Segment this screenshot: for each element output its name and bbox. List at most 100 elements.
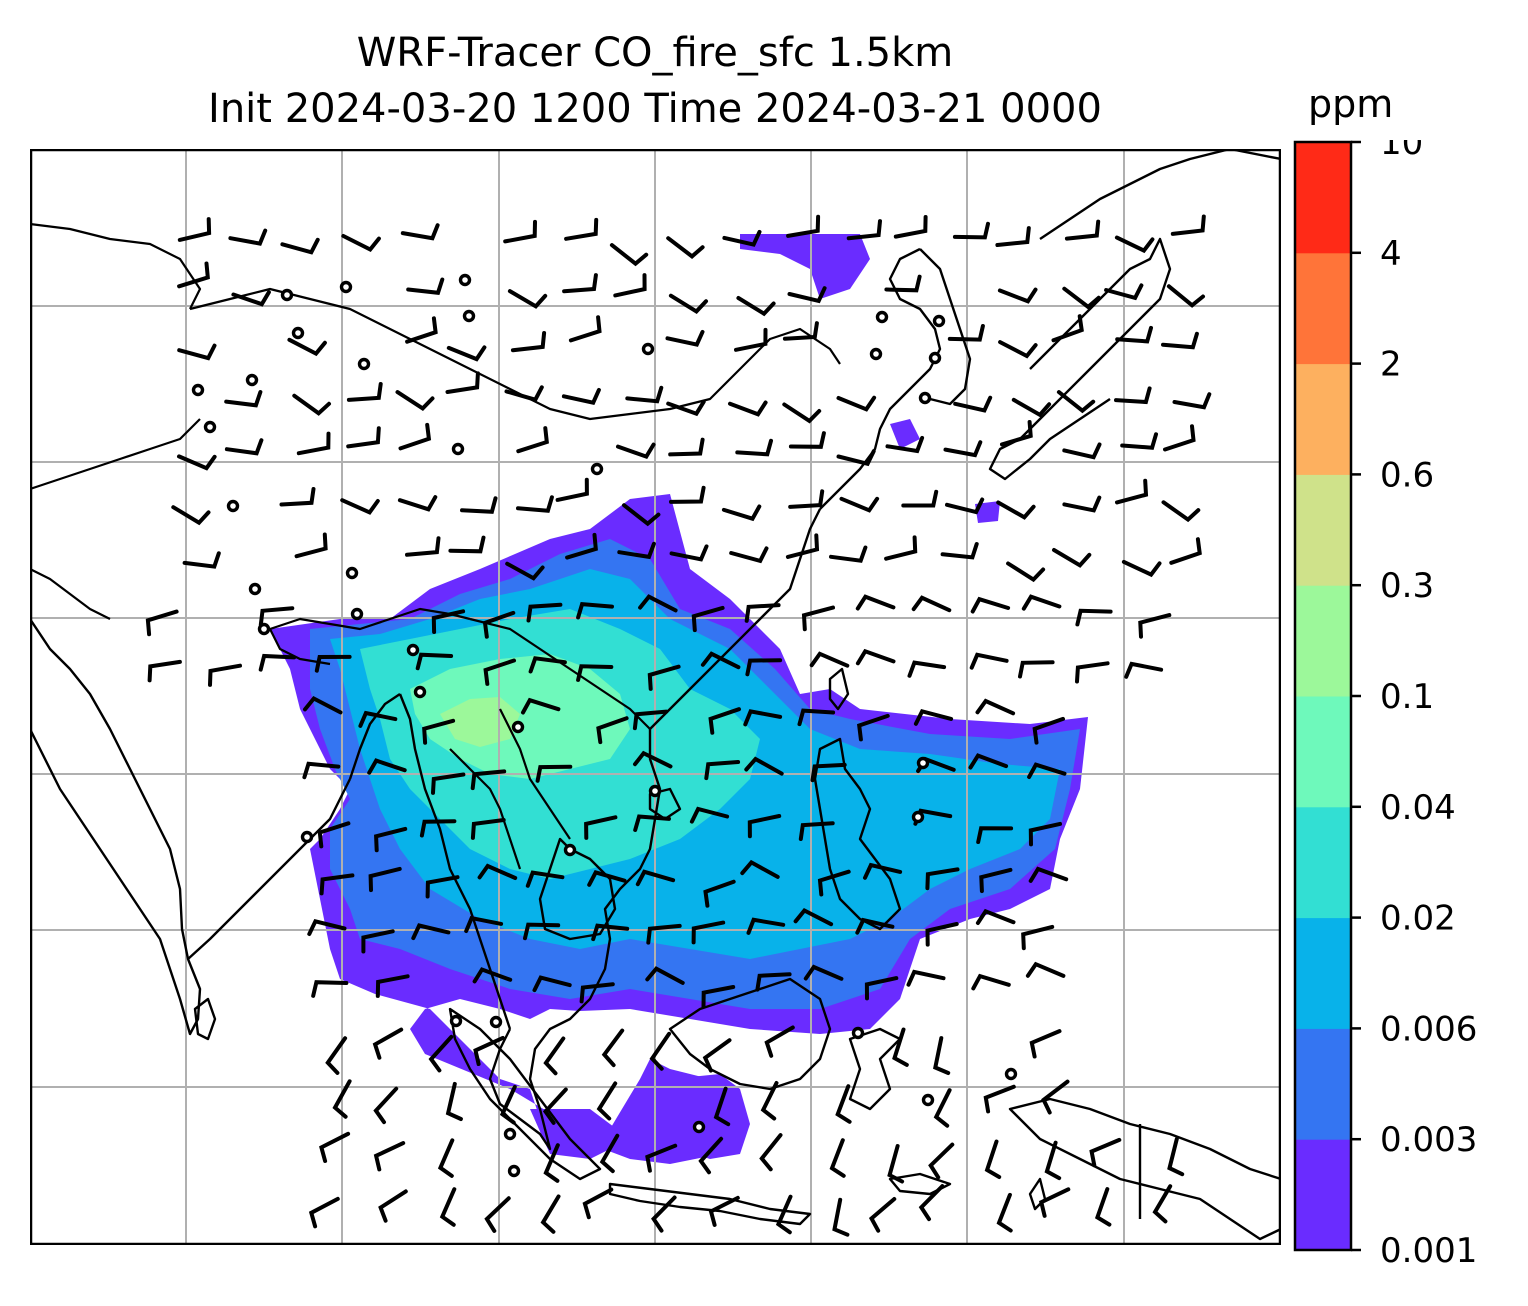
calm-wind-marker [280,288,294,302]
wind-barb [953,395,993,413]
wind-barb [477,863,518,880]
wind-barb [568,315,602,343]
wind-barb [287,337,327,357]
wind-barb [472,967,513,984]
wind-barb [504,385,544,403]
wind-barb [803,964,844,981]
wind-barb [1028,821,1062,847]
wind-barb [1114,386,1152,405]
wind-barb [231,290,271,307]
wind-barb [308,1196,340,1229]
wind-barb [177,454,217,471]
wind-barb [599,1133,620,1174]
coast-sumatra [448,1007,602,1181]
wind-barb [1121,559,1162,578]
colorbar-segment [1295,142,1351,254]
wind-barb [691,605,725,633]
wind-barb [1115,325,1153,344]
wind-barb [1161,500,1201,523]
wind-barb [906,969,946,987]
wind-barb [708,707,741,735]
calm-wind-marker [248,582,262,596]
wind-barb [728,400,768,417]
calm-wind-marker [641,342,655,356]
colorbar-tick-label: 4 [1380,234,1402,274]
wind-barb [398,422,432,451]
wind-barb [788,431,826,449]
wind-barb [633,814,671,832]
wind-barb [649,1031,672,1071]
wind-barb [1041,1079,1070,1115]
wind-barb [437,1138,455,1178]
wind-barb [635,869,676,887]
wind-barb [147,659,182,683]
wind-barb [1114,235,1155,254]
plume-patch-north [740,234,870,299]
wind-barb [1124,661,1164,679]
wind-barb [952,221,990,240]
colorbar-segment [1295,252,1351,365]
wind-barb [734,327,768,352]
calm-wind-marker [350,607,364,621]
wind-barb [1062,442,1102,460]
wind-barb [846,219,882,241]
wind-barb [839,496,880,513]
coast-india [30,618,202,1036]
wind-barb [346,426,381,449]
wind-barb [868,1197,897,1233]
wind-barb [1027,762,1067,779]
calm-wind-marker [339,280,353,294]
calm-wind-marker [503,1127,517,1141]
wind-barb [543,1036,566,1076]
wind-barb [928,1142,955,1180]
calm-wind-marker [928,351,942,365]
calm-wind-marker [507,1164,521,1178]
wind-barb [505,561,545,581]
wind-barb [760,1081,779,1121]
wind-barb [668,293,708,314]
wind-barb [208,663,242,687]
wind-barb [460,496,498,514]
wind-barb [373,1086,399,1125]
colorbar-tick-label: 0.001 [1380,1231,1477,1270]
wind-barb [885,435,925,454]
wind-barb [523,922,561,941]
colorbar-ticks: 0.001 0.003 0.006 0.02 0.04 0.1 0.3 0.6 2 4 10 [1351,140,1477,1270]
border-laos-vietnam [499,708,571,840]
wind-barb [1166,284,1205,308]
wind-barb [528,656,567,674]
calm-wind-marker [462,309,476,323]
wind-barb [224,438,264,456]
wind-barb [470,769,507,791]
wind-barb [1051,314,1084,343]
wind-barb [1075,608,1113,627]
wind-barb [801,605,835,632]
colorbar-segment [1295,474,1351,586]
wind-barb [340,498,380,515]
wind-barb [1152,1184,1173,1224]
wind-barb [576,664,614,682]
wind-barb [976,826,1014,844]
wind-barb [975,698,1016,716]
wind-barb [632,709,669,731]
calm-wind-marker [590,462,604,476]
wind-barb [319,873,355,896]
wind-barb [969,652,1009,670]
wind-barb [691,920,726,945]
wind-barb [483,658,516,686]
wind-barb [445,1081,463,1121]
border-afghan [30,418,201,491]
colorbar-segment [1295,363,1351,475]
wind-barb [1172,392,1212,410]
wind-barb [280,237,320,255]
wind-barb [782,321,819,341]
wind-barb [415,652,454,671]
wind-barb [543,1143,560,1183]
colorbar-segment [1295,1139,1351,1251]
wind-barb [995,226,1031,247]
wind-barb [564,217,599,241]
calm-wind-marker [203,420,217,434]
wind-barb [996,500,1036,520]
wind-barb [171,505,211,526]
wind-barb [666,236,705,259]
